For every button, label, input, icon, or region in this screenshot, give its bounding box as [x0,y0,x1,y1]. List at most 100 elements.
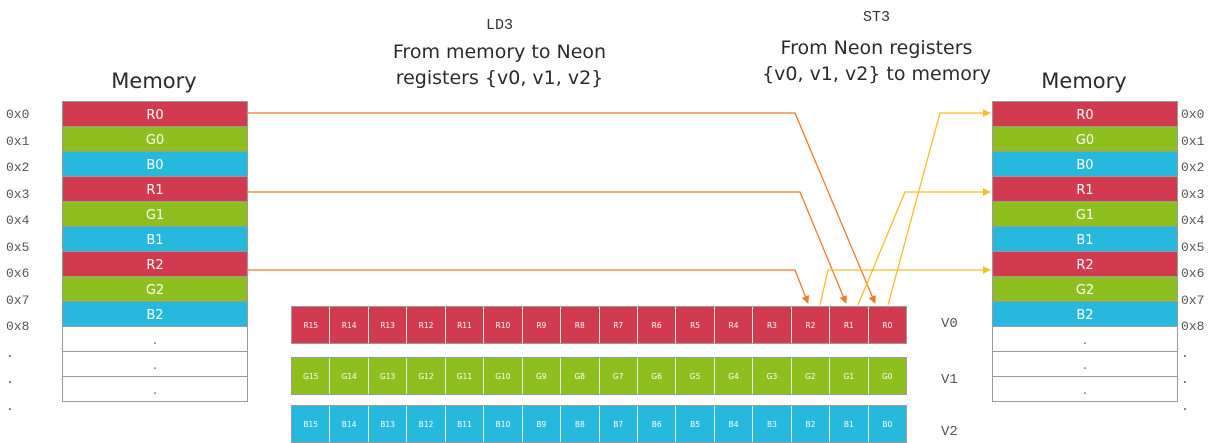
register-lane: B1 [830,406,869,442]
ld3-description-line2: registers {v0, v1, v2} [395,67,604,89]
register-lane: G14 [330,358,369,394]
left-memory-cell: G0 [63,127,247,152]
ld3-mnemonic: LD3 [485,17,513,34]
left-memory-address: 0x1 [6,133,30,149]
left-memory-cell: B1 [63,227,247,252]
register-lane: R9 [523,307,562,343]
register-lane: B14 [330,406,369,442]
register-lane: R14 [330,307,369,343]
register-lane: B9 [523,406,562,442]
ld3-description-line1: From memory to Neon [392,41,607,63]
register-lane: B3 [753,406,792,442]
right-memory-address: 0x5 [1181,239,1205,255]
left-memory-cell: B2 [63,302,247,327]
register-lane: B0 [882,419,893,429]
register-lane: G9 [523,358,562,394]
left-memory-address: 0x6 [6,266,30,281]
register-lane: B2 [792,406,831,442]
right-memory-address: 0x4 [1181,213,1205,228]
register-v0: R15 R14 R13 R12 R11 R10 R9 R8 R7 R6 R5 R4 R3 R2 R1 R0 [291,306,907,344]
register-lane: G6 [638,358,677,394]
right-memory-address: 0x8 [1181,319,1205,334]
right-memory-address: 0x0 [1181,107,1205,122]
register-lane: G13 [369,358,408,394]
register-lane: G15 [292,358,331,394]
right-memory-cell: B2 [993,302,1177,327]
right-memory-cell: . [993,352,1177,377]
left-memory-cell: R1 [63,177,247,202]
right-memory-address: . [1181,345,1189,361]
register-v0-label: V0 [941,316,958,332]
register-lane: B8 [561,406,600,442]
right-memory-cell: G2 [993,277,1177,302]
register-lane: G3 [753,358,792,394]
left-memory-address: . [6,345,14,361]
register-lane: G11 [446,358,485,394]
register-lane: R0 [882,320,893,330]
right-memory-cell: G0 [993,127,1177,152]
left-memory-cell: . [63,327,247,352]
left-memory-cell: . [63,352,247,377]
register-lane: B6 [638,406,677,442]
register-lane: G12 [407,358,446,394]
left-memory-cell: R0 [63,102,247,127]
register-lane: R13 [369,307,408,343]
register-lane: B5 [676,406,715,442]
register-lane: B15 [292,406,331,442]
register-lane: R15 [292,307,331,343]
register-lane: G2 [792,358,831,394]
right-memory-cell: B0 [993,152,1177,177]
register-lane: G7 [600,358,638,394]
register-v1: G15 G14 G13 G12 G11 G10 G9 G8 G7 G6 G5 G4 G3 G2 G1 G0 [291,357,907,395]
register-lane: R6 [638,307,677,343]
register-lane: B11 [446,406,485,442]
register-v2: B15 B14 B13 B12 B11 B10 B9 B8 B7 B6 B5 B4 B3 B2 B1 B0 [291,405,907,443]
left-memory-address: 0x7 [6,292,30,308]
st3-description-line1: From Neon registers [780,37,973,59]
right-memory-cell: R0 [993,102,1177,127]
left-memory-address: 0x5 [6,239,30,255]
st3-description-line2: {v0, v1, v2} to memory [762,63,991,85]
register-lane: R4 [715,307,754,343]
right-memory-table: R0 G0 B0 R1 G1 B1 R2 G2 B2... [992,101,1178,402]
register-lane: R3 [753,307,792,343]
register-lane: B10 [484,406,523,442]
right-memory-cell: B1 [993,227,1177,252]
register-lane: R2 [792,307,831,343]
register-lane: B12 [407,406,446,442]
right-memory-address: 0x1 [1181,133,1205,149]
register-lane: R8 [561,307,600,343]
register-lane: R10 [484,307,523,343]
left-memory-cell: . [63,377,247,402]
st3-mnemonic: ST3 [862,9,890,26]
right-memory-address: 0x6 [1181,266,1205,281]
load-arrow-r0 [246,112,876,304]
register-lane: B4 [715,406,754,442]
left-memory-address: . [6,398,14,414]
register-lane: R11 [446,307,485,343]
right-memory-address: . [1181,372,1189,387]
register-lane: B7 [600,406,638,442]
left-memory-table: R0 G0 B0 R1 G1 B1 R2 G2 B2... [62,101,248,402]
register-v1-label: V1 [941,372,958,388]
register-lane: R12 [407,307,446,343]
register-lane: R1 [830,307,869,343]
register-lane: B13 [369,406,408,442]
register-lane: G5 [676,358,715,394]
left-memory-address: 0x3 [6,186,30,202]
right-memory-cell: G1 [993,202,1177,227]
right-memory-address: 0x7 [1181,292,1205,308]
store-arrow-r2 [819,266,991,306]
register-lane: R5 [676,307,715,343]
right-memory-cell: R1 [993,177,1177,202]
right-memory-address: 0x3 [1181,186,1205,202]
left-memory-address: . [6,372,14,387]
left-memory-cell: B0 [63,152,247,177]
right-memory-address: . [1181,398,1189,414]
register-v2-label: V2 [941,424,958,440]
left-memory-cell: G1 [63,202,247,227]
store-arrow-r1 [857,188,991,306]
left-memory-address: 0x8 [6,319,30,334]
left-memory-address: 0x2 [6,160,30,175]
store-arrow-r0 [887,109,991,306]
